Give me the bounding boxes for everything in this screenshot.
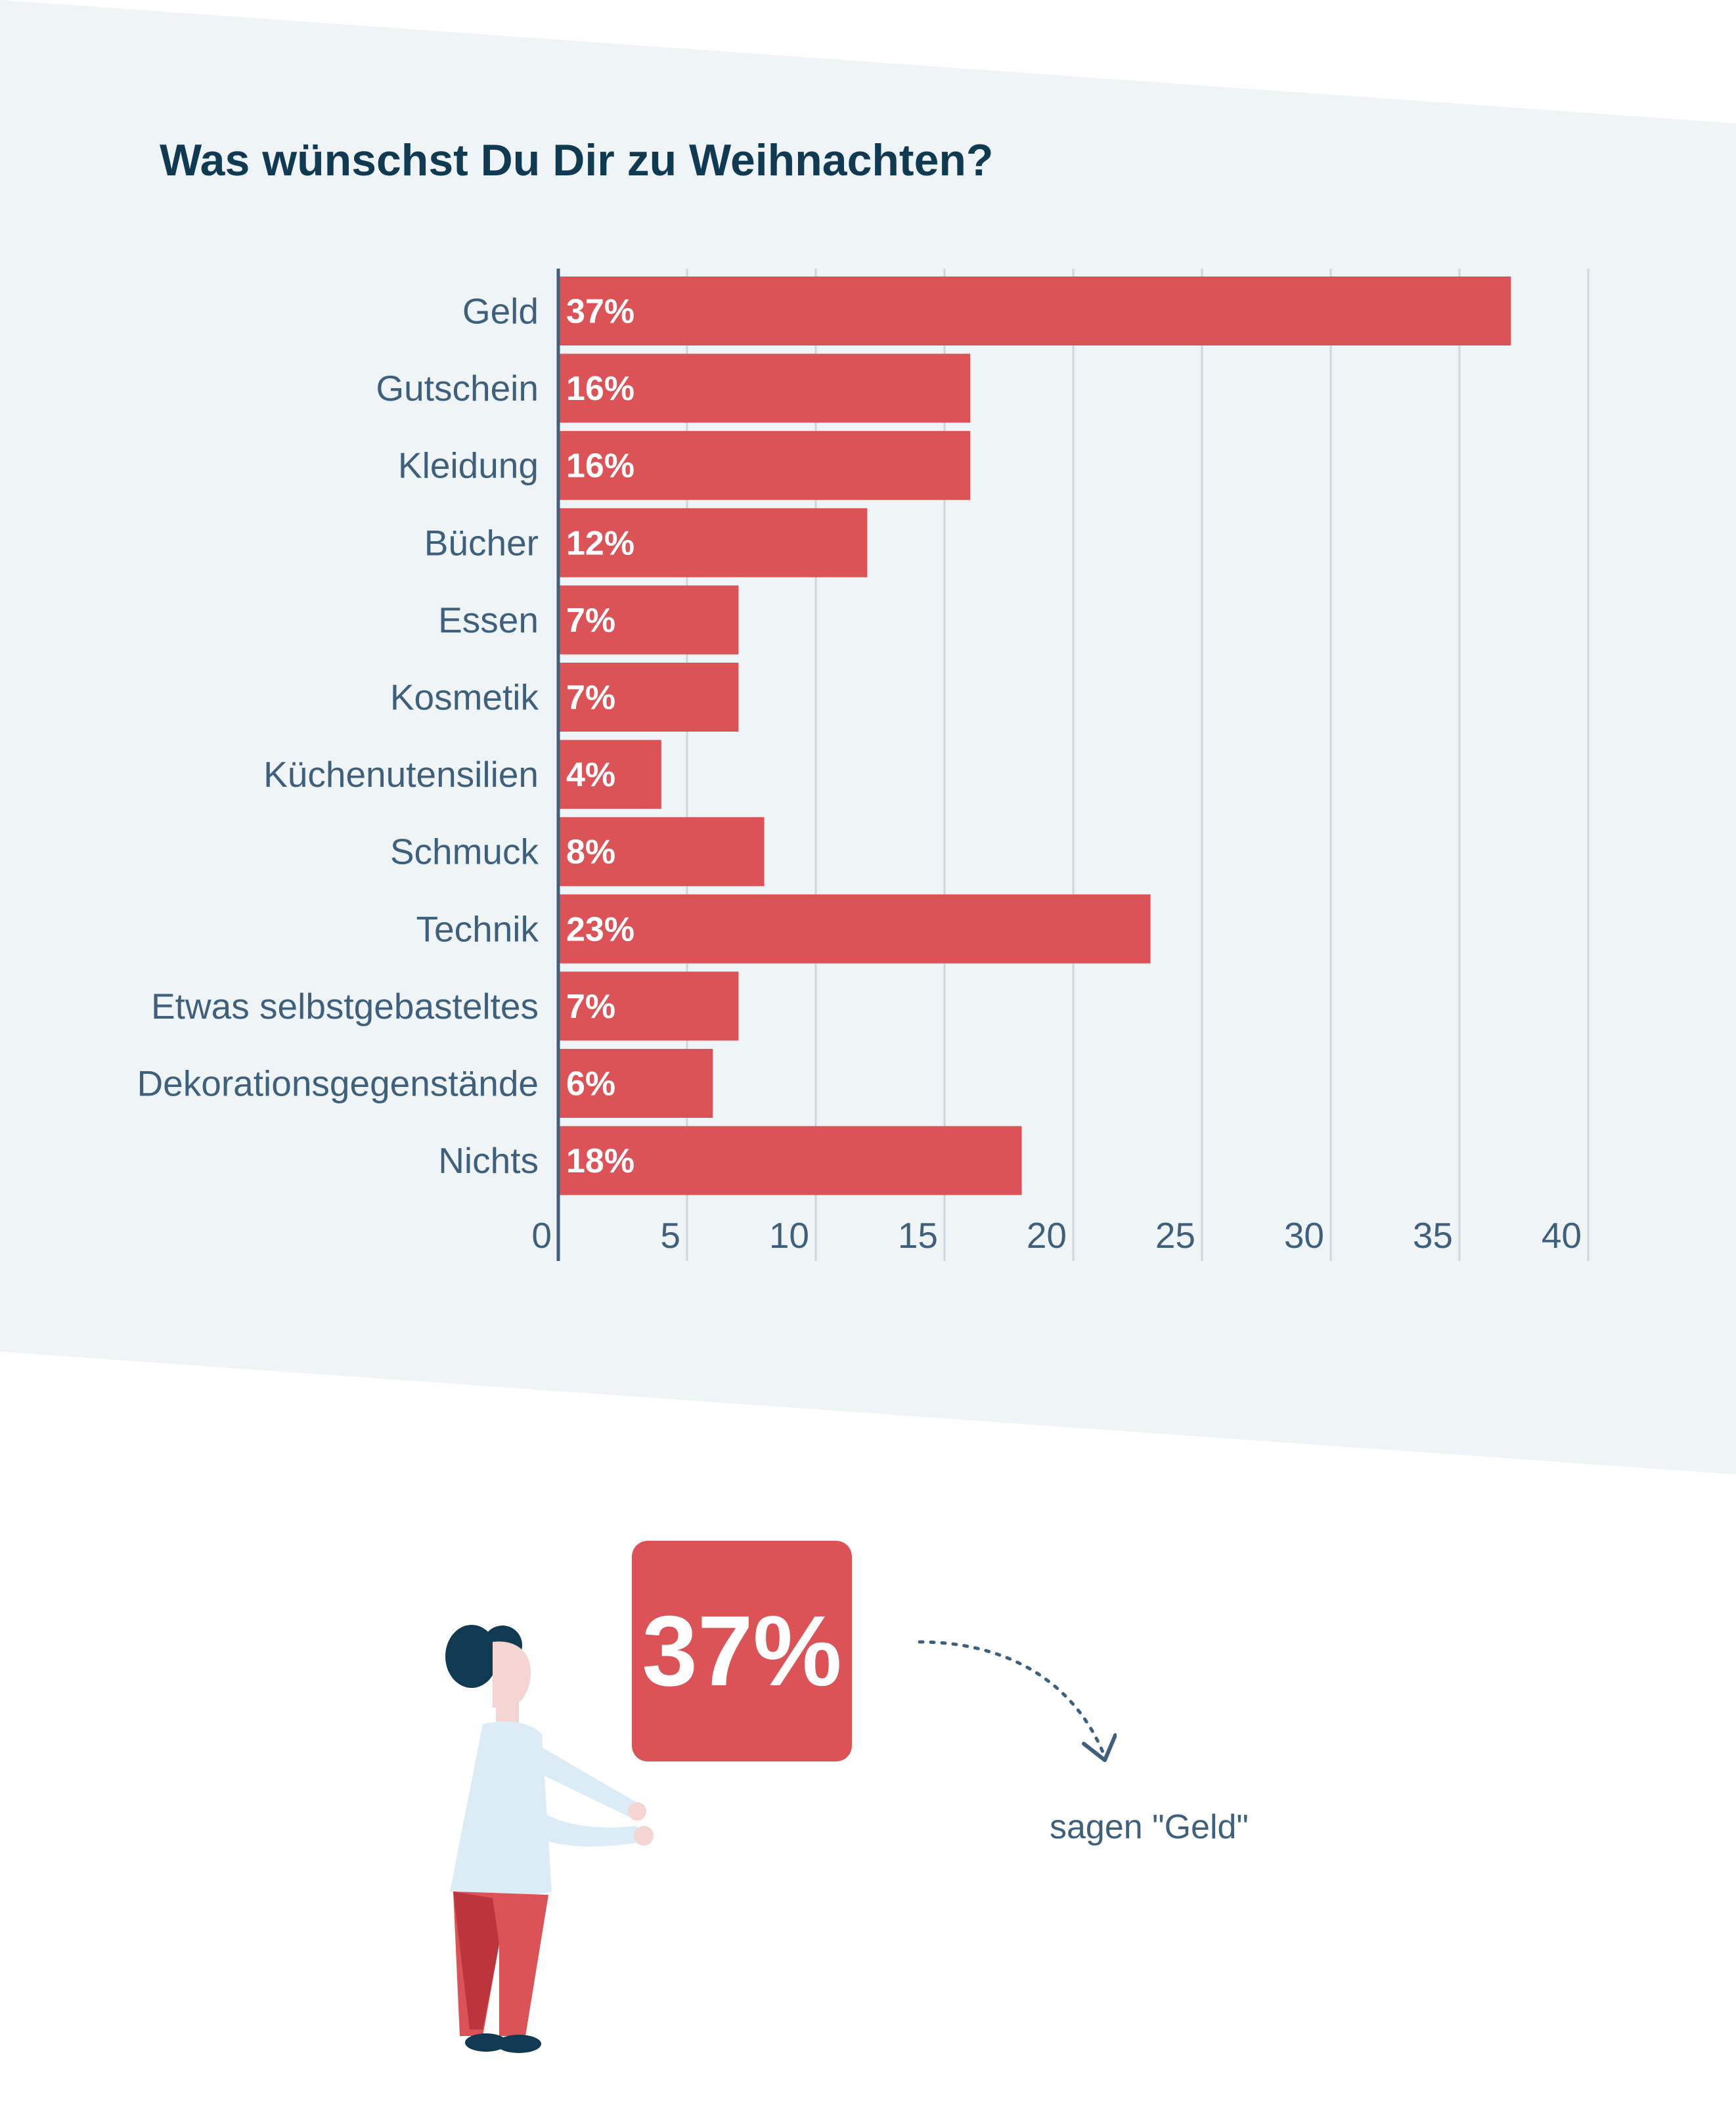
- category-label: Küchenutensilien: [263, 754, 539, 795]
- x-axis-ticks: 0 5 10 15 20 25 30 35 40: [531, 1215, 1582, 1256]
- chart-title: Was wünschst Du Dir zu Weihnachten?: [160, 135, 994, 185]
- x-tick-label: 15: [898, 1215, 938, 1256]
- category-label: Technik: [416, 908, 539, 949]
- x-tick-label: 20: [1027, 1215, 1067, 1256]
- category-labels: Geld Gutschein Kleidung Bücher Essen Kosmetik…: [137, 291, 539, 1182]
- bar-data-label: 6%: [566, 1065, 615, 1103]
- bar: [560, 817, 765, 887]
- bar: [560, 894, 1151, 963]
- bar: [560, 508, 868, 577]
- x-tick-label: 30: [1284, 1215, 1324, 1256]
- bar: [560, 1126, 1022, 1195]
- x-tick-label: 40: [1542, 1215, 1582, 1256]
- bar: [560, 1049, 713, 1118]
- category-label: Kosmetik: [390, 677, 539, 718]
- x-tick-label: 25: [1155, 1215, 1195, 1256]
- bar: [560, 740, 661, 809]
- bar-data-label: 16%: [566, 370, 634, 408]
- x-tick-label: 35: [1413, 1215, 1453, 1256]
- bar-data-label: 12%: [566, 524, 634, 562]
- bar: [560, 277, 1511, 345]
- bar: [560, 353, 971, 423]
- bars: 37% 16% 16% 12% 7% 7% 4% 8% 23% 7% 6% 18%: [560, 277, 1511, 1195]
- bar: [560, 431, 971, 500]
- bar-data-label: 8%: [566, 833, 615, 872]
- x-tick-label: 5: [660, 1215, 680, 1256]
- category-label: Schmuck: [390, 831, 539, 872]
- bar-data-label: 37%: [566, 293, 634, 331]
- category-label: Essen: [438, 600, 539, 640]
- bar-data-label: 16%: [566, 447, 634, 485]
- dotted-curved-arrow-icon: [918, 1640, 1117, 1762]
- bar: [560, 585, 739, 655]
- category-label: Kleidung: [398, 445, 539, 486]
- callout-percentage-box: 37%: [632, 1541, 852, 1761]
- bar-data-label: 18%: [566, 1142, 634, 1180]
- callout-caption: sagen "Geld": [1050, 1808, 1249, 1846]
- bar-data-label: 7%: [566, 988, 615, 1026]
- category-label: Geld: [462, 291, 539, 332]
- person-holding-sign-icon: [445, 1625, 654, 2053]
- bar: [560, 971, 739, 1041]
- bar-data-label: 4%: [566, 756, 615, 794]
- category-label: Gutschein: [376, 368, 539, 409]
- category-label: Nichts: [438, 1140, 539, 1181]
- bar-data-label: 7%: [566, 602, 615, 640]
- bar-data-label: 23%: [566, 910, 634, 948]
- category-label: Bücher: [424, 522, 539, 563]
- bar-data-label: 7%: [566, 679, 615, 717]
- x-tick-label: 10: [769, 1215, 809, 1256]
- category-label: Etwas selbstgebasteltes: [151, 986, 539, 1027]
- bar: [560, 663, 739, 732]
- category-label: Dekorationsgegenstände: [137, 1063, 539, 1104]
- x-tick-label: 0: [531, 1215, 552, 1256]
